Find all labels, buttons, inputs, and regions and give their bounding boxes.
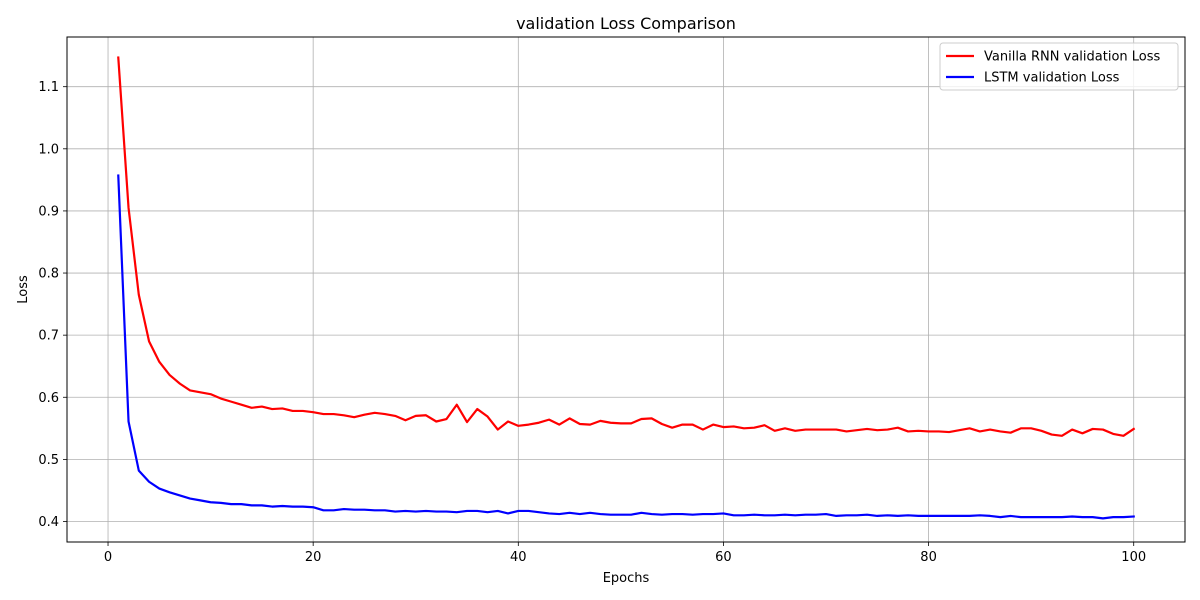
y-tick-label: 1.0 <box>38 142 59 157</box>
series-line-1 <box>117 56 1136 437</box>
series-line-2 <box>117 174 1135 520</box>
grid <box>67 37 1185 542</box>
y-tick-label: 0.7 <box>38 329 59 344</box>
x-tick-label: 40 <box>510 550 527 565</box>
x-tick-label: 0 <box>104 550 112 565</box>
legend-label-1: Vanilla RNN validation Loss <box>984 50 1161 65</box>
y-tick-label: 0.6 <box>38 391 59 406</box>
y-tick-label: 0.9 <box>38 204 59 219</box>
series-layer <box>117 56 1136 520</box>
x-tick-label: 80 <box>920 550 937 565</box>
y-tick-label: 0.5 <box>38 453 59 468</box>
y-tick-label: 0.8 <box>38 267 59 282</box>
legend-box <box>939 42 1179 91</box>
legend: Vanilla RNN validation Loss LSTM validati… <box>939 42 1179 91</box>
y-axis: 0.4 0.5 0.6 0.7 0.8 0.9 1.0 1.1 <box>38 80 67 530</box>
y-tick-label: 1.1 <box>38 80 59 95</box>
x-tick-label: 100 <box>1121 550 1146 565</box>
x-tick-label: 20 <box>305 550 322 565</box>
x-axis: 0 20 40 60 80 100 <box>104 542 1146 565</box>
chart-title: validation Loss Comparison <box>516 14 736 33</box>
y-axis-label: Loss <box>16 275 31 304</box>
y-tick-label: 0.4 <box>38 515 59 530</box>
legend-label-2: LSTM validation Loss <box>984 71 1120 86</box>
x-tick-label: 60 <box>715 550 732 565</box>
plot-frame <box>66 36 1186 543</box>
x-axis-label: Epochs <box>603 571 650 586</box>
